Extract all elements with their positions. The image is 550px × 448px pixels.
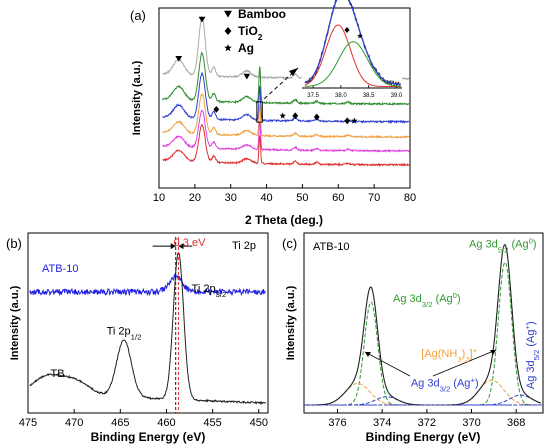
tio2-marker	[292, 112, 299, 120]
x-tick-label: 10	[153, 192, 165, 204]
bamboo-marker	[224, 10, 232, 18]
annotation-arrowhead	[365, 352, 371, 357]
xrd-series-line	[162, 124, 410, 168]
bamboo-marker	[198, 16, 206, 23]
inset-fit-component	[304, 41, 401, 87]
ag-marker	[224, 44, 232, 52]
chart-title: ATB-10	[313, 241, 349, 253]
inset-x-tick-label: 38.0	[335, 93, 347, 99]
legend-entry-label: Ag	[238, 41, 254, 55]
y-axis-label: Intensity (a.u.)	[9, 285, 21, 360]
zoom-box	[256, 101, 263, 123]
legend-entry-label: Bamboo	[238, 7, 286, 21]
legend-entry-label: TiO2	[238, 24, 263, 42]
x-tick-label: 20	[189, 192, 201, 204]
panel-c: (c) 376 374 372 370 368 Binding Energy (eV) Int…	[282, 232, 544, 444]
chart-title: Ti 2p	[232, 240, 256, 252]
peak-annotation: Ag 3d3/2 (Ag0)	[393, 291, 461, 309]
peak-annotation: Ag 3d3/2 (Ag+)	[411, 375, 479, 393]
x-tick-label: 30	[225, 192, 237, 204]
panel-b: (b) 475 470 465 460 455 450 Binding Energy (eV)…	[6, 232, 269, 444]
x-tick-label: 70	[368, 192, 380, 204]
ag-marker	[279, 112, 286, 119]
xrd-series-line	[162, 109, 410, 154]
inset: 37.5 38.0 38.5 39.0	[302, 0, 403, 99]
inset-fit-envelope	[304, 0, 401, 85]
x-tick-label: 376	[328, 417, 346, 429]
tio2-marker	[344, 27, 350, 33]
bamboo-marker	[175, 55, 183, 62]
x-tick-label: 370	[462, 417, 480, 429]
bamboo-marker	[243, 73, 251, 80]
xrd-series-line	[162, 72, 410, 125]
tio2-marker	[224, 27, 232, 35]
tio2-marker	[313, 113, 320, 121]
xrd-series-line	[162, 51, 410, 106]
series-label-atb10: ATB-10	[42, 263, 78, 275]
x-tick-label: 368	[507, 417, 525, 429]
tio2-marker	[344, 117, 351, 125]
inset-x-tick-label: 39.0	[391, 93, 403, 99]
tio2-marker	[213, 106, 220, 113]
peak-annotation: TB	[51, 368, 65, 380]
panel-label: (c)	[282, 236, 297, 251]
x-axis-label: Binding Energy (eV)	[366, 430, 481, 444]
plot-frame	[303, 232, 544, 414]
peak-annotation: Ag 3d5/2 (Ag+)	[523, 321, 541, 389]
x-tick-label: 372	[418, 417, 436, 429]
x-tick-label: 465	[111, 417, 129, 429]
peak-annotation: Ti 2p1/2	[107, 325, 142, 341]
peak-annotation: Ag 3d5/2 (Ag0)	[469, 236, 537, 254]
inset-x-tick-label: 38.5	[363, 93, 375, 99]
annotation-arrow	[432, 349, 497, 377]
panel-label: (b)	[6, 236, 22, 251]
shift-arrowhead	[170, 243, 176, 250]
annotation-arrow	[364, 351, 411, 377]
ag-marker	[351, 117, 358, 124]
x-axis-label: 2 Theta (deg.)	[245, 213, 323, 227]
x-tick-label: 475	[19, 417, 37, 429]
peak-annotation: Ti 2p3/2	[192, 283, 227, 299]
x-tick-label: 374	[373, 417, 391, 429]
zoom-arrowhead	[289, 68, 298, 76]
x-tick-label: 60	[332, 192, 344, 204]
peak-annotation: 0.3 eV	[174, 237, 206, 249]
x-tick-label: 460	[157, 417, 175, 429]
y-axis-label: Intensity (a.u.)	[285, 285, 297, 360]
x-tick-label: 450	[250, 417, 268, 429]
plot-frame	[27, 232, 269, 414]
inset-background	[302, 12, 402, 88]
x-tick-label: 455	[203, 417, 221, 429]
panel-a: (a) 10 20 30 40 50 60 70 80 2 Theta (deg.) Intensi…	[130, 0, 416, 227]
x-tick-label: 40	[260, 192, 272, 204]
x-axis-label: Binding Energy (eV)	[91, 430, 206, 444]
inset-fit-component	[304, 24, 401, 88]
xrd-series-line	[162, 93, 410, 139]
shift-arrowhead	[178, 243, 184, 250]
x-tick-label: 470	[65, 417, 83, 429]
fit-envelope-line	[306, 244, 541, 406]
y-axis-label: Intensity (a.u.)	[131, 60, 143, 135]
tb-spectrum-line	[29, 252, 267, 406]
x-tick-label: 50	[296, 192, 308, 204]
peak-annotation: [Ag(NH3)2]+	[421, 345, 477, 363]
plot-frame	[158, 7, 411, 189]
panel-label: (a)	[130, 8, 146, 23]
ag-marker	[357, 33, 363, 39]
annotation-arrowhead	[490, 350, 496, 355]
x-tick-label: 80	[404, 192, 416, 204]
inset-x-tick-label: 37.5	[307, 93, 319, 99]
atb10-spectrum-line	[29, 273, 266, 297]
